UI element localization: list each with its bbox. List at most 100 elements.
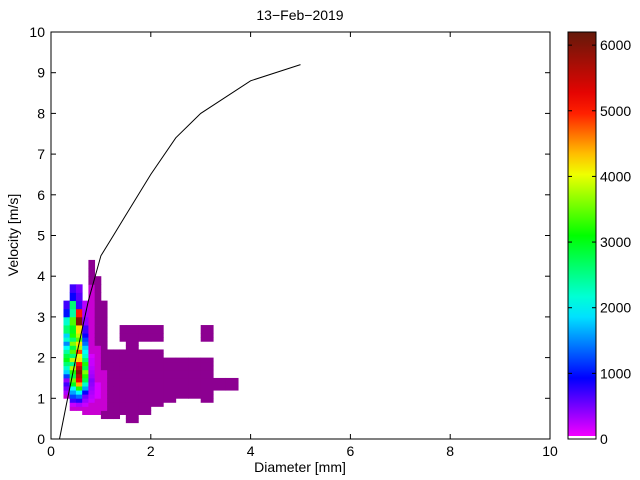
heatmap-cell xyxy=(119,386,127,391)
heatmap-cell xyxy=(200,325,214,334)
heatmap-cell xyxy=(107,382,114,387)
heatmap-cell xyxy=(69,333,77,338)
heatmap-cell xyxy=(163,386,177,391)
heatmap-cell xyxy=(150,386,164,391)
heatmap-cell xyxy=(175,369,189,375)
heatmap-cell xyxy=(188,365,202,371)
heatmap-cell xyxy=(138,361,152,367)
heatmap-cell xyxy=(125,414,139,420)
heatmap-cell xyxy=(75,353,83,358)
heatmap-cell xyxy=(138,386,152,391)
heatmap-cell xyxy=(94,398,102,403)
heatmap-cell xyxy=(107,361,114,367)
heatmap-cell xyxy=(100,390,108,395)
heatmap-cell xyxy=(100,349,108,354)
heatmap-cell xyxy=(225,386,239,391)
colorbar-fill xyxy=(568,32,596,439)
heatmap-cell xyxy=(188,394,202,399)
heatmap-cell xyxy=(150,353,164,358)
heatmap-cell xyxy=(119,361,127,367)
heatmap-cell xyxy=(100,316,108,326)
heatmap-cell xyxy=(63,345,71,350)
heatmap-cell xyxy=(75,284,83,293)
heatmap-cell xyxy=(113,398,121,403)
heatmap-cell xyxy=(163,357,177,363)
heatmap-cell xyxy=(69,394,77,399)
heatmap-cell xyxy=(100,365,108,371)
heatmap-cell xyxy=(163,377,177,383)
heatmap-cell xyxy=(88,406,96,411)
heatmap-cell xyxy=(94,357,102,363)
heatmap-cell xyxy=(125,373,139,379)
x-tick-label: 8 xyxy=(446,443,454,459)
y-tick-label: 4 xyxy=(37,268,45,284)
heatmap-cell xyxy=(188,361,202,367)
heatmap-cell xyxy=(188,357,202,363)
y-axis: 0 1 2 3 4 5 6 7 8 9 10 xyxy=(29,24,550,447)
heatmap-cell xyxy=(150,402,164,407)
heatmap-cell xyxy=(107,410,114,415)
heatmap-cell xyxy=(150,373,164,379)
heatmap-cell xyxy=(138,325,152,334)
heatmap-cell xyxy=(125,398,139,403)
heatmap-cell xyxy=(94,373,102,379)
heatmap-cell xyxy=(119,390,127,395)
heatmap-cell xyxy=(63,390,71,395)
heatmap-cell xyxy=(69,284,77,293)
heatmap-cell xyxy=(100,345,108,350)
heatmap-cell xyxy=(63,300,71,310)
heatmap-cell xyxy=(125,365,139,371)
heatmap-cell xyxy=(75,398,83,403)
heatmap-cell xyxy=(94,345,102,350)
heatmap-cell xyxy=(163,382,177,387)
y-tick-label: 10 xyxy=(29,24,45,40)
heatmap-cell xyxy=(94,402,102,407)
heatmap-cell xyxy=(107,390,114,395)
heatmap-cell xyxy=(119,333,127,338)
heatmap-cell xyxy=(75,361,83,367)
heatmap-cell xyxy=(75,308,83,318)
heatmap-cell xyxy=(100,369,108,375)
heatmap-cell xyxy=(63,361,71,367)
heatmap-cell xyxy=(100,414,108,420)
heatmap-cell xyxy=(88,390,96,395)
heatmap-cell xyxy=(94,337,102,342)
heatmap-cell xyxy=(69,341,77,346)
heatmap-cell xyxy=(175,361,189,367)
heatmap-cell xyxy=(88,402,96,407)
heatmap-cell xyxy=(88,333,96,338)
y-tick-label: 3 xyxy=(37,309,45,325)
heatmap-cell xyxy=(63,365,71,371)
heatmap-cell xyxy=(94,333,102,338)
heatmap-cell xyxy=(113,365,121,371)
heatmap-cell xyxy=(119,402,127,407)
colorbar-frame xyxy=(567,31,597,440)
y-tick-label: 7 xyxy=(37,146,45,162)
y-tick-label: 9 xyxy=(37,65,45,81)
heatmap-cell xyxy=(113,369,121,375)
heatmap-cell xyxy=(94,316,102,326)
heatmap-cell xyxy=(107,394,114,399)
heatmap-cell xyxy=(100,398,108,403)
heatmap-cell xyxy=(94,308,102,318)
heatmap-cell xyxy=(150,361,164,367)
y-tick-label: 8 xyxy=(37,105,45,121)
heatmap-cell xyxy=(113,349,121,354)
heatmap-cell xyxy=(69,382,77,387)
colorbar-tick-label: 0 xyxy=(600,431,608,447)
heatmap-cell xyxy=(100,337,108,342)
colorbar-tick-label: 1000 xyxy=(600,365,631,381)
heatmap-cell xyxy=(125,382,139,387)
heatmap-cell xyxy=(107,377,114,383)
heatmap-cell xyxy=(94,377,102,383)
heatmap-cell xyxy=(82,406,89,411)
heatmap-cell xyxy=(150,369,164,375)
heatmap-cell xyxy=(94,300,102,310)
heatmap-cell xyxy=(82,365,89,371)
heatmap-cell xyxy=(113,353,121,358)
heatmap-cell xyxy=(113,406,121,411)
heatmap-cell xyxy=(75,300,83,310)
heatmap-cell xyxy=(113,410,121,415)
heatmap-cell xyxy=(125,386,139,391)
heatmap-cell xyxy=(119,406,127,411)
